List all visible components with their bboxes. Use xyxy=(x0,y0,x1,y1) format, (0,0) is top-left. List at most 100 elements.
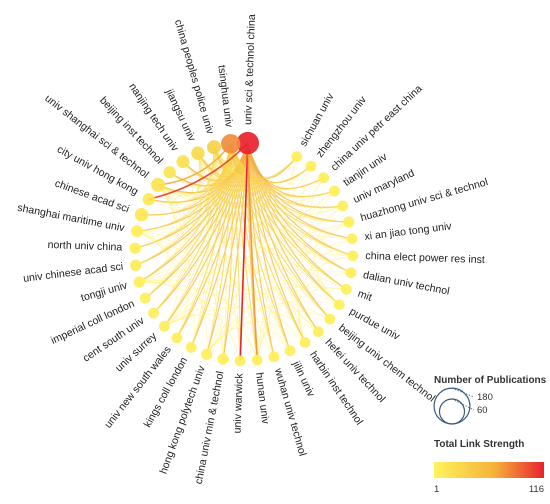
node-city-univ-hong-kong[interactable] xyxy=(142,193,155,206)
node-china-univ-min-technol[interactable] xyxy=(217,353,229,365)
strong-links-layer xyxy=(148,142,259,361)
node-dalian-univ-technol[interactable] xyxy=(345,267,357,279)
node-shanghai-maritime-univ[interactable] xyxy=(131,225,143,238)
link-shanghai-maritime-univ-purdue-univ xyxy=(136,230,340,306)
label-xi-an-jiao-tong-univ: xi an jiao tong univ xyxy=(364,220,453,243)
link-china-peoples-police-univ-univ-warwick xyxy=(213,147,241,361)
link-jiangsu-univ-china-univ-petr-east-china xyxy=(197,152,324,192)
node-harbin-inst-technol[interactable] xyxy=(299,337,311,348)
link-shanghai-maritime-univ-tongji-univ xyxy=(136,230,168,283)
node-univ-sci-technol-china[interactable] xyxy=(236,131,259,155)
node-north-univ-china[interactable] xyxy=(129,242,141,254)
link-hong-kong-polytech-univ-zhengzhou-univ xyxy=(206,165,312,355)
node-beijing-univ-chem-technol[interactable] xyxy=(324,313,336,325)
node-china-elect-power-res-inst[interactable] xyxy=(347,250,359,262)
link-jiangsu-univ-chinese-acad-sci xyxy=(141,153,201,216)
node-kings-coll-london[interactable] xyxy=(185,341,197,353)
node-purdue-univ[interactable] xyxy=(333,299,345,311)
size-legend-value-small: 60 xyxy=(477,405,488,416)
color-legend-title: Total Link Strength xyxy=(434,439,524,450)
link-china-peoples-police-univ-sichuan-univ xyxy=(213,147,298,181)
link-china-peoples-police-univ-china-elect-power-res-inst xyxy=(213,147,353,257)
link-china-peoples-police-univ-beijing-inst-technol xyxy=(169,147,216,188)
link-hong-kong-polytech-univ-univ-maryland xyxy=(206,205,343,355)
link-china-peoples-police-univ-city-univ-hong-kong xyxy=(148,147,215,203)
node-sichuan-univ[interactable] xyxy=(291,151,303,163)
node-xi-an-jiao-tong-univ[interactable] xyxy=(346,233,358,245)
node-wuhan-univ-technol[interactable] xyxy=(268,351,280,363)
link-china-peoples-police-univ-hefei-univ-technol xyxy=(213,147,319,332)
node-univ-surrey[interactable] xyxy=(158,320,170,332)
node-tianjin-univ[interactable] xyxy=(329,185,340,197)
link-tsinghua-univ-china-univ-min-technol xyxy=(222,143,233,360)
link-china-peoples-police-univ-purdue-univ xyxy=(213,147,340,306)
link-hong-kong-polytech-univ-purdue-univ xyxy=(206,300,340,355)
node-imperial-coll-london[interactable] xyxy=(139,292,151,304)
node-chinese-acad-sci[interactable] xyxy=(134,208,149,222)
link-china-peoples-police-univ-kings-coll-london xyxy=(190,147,218,348)
node-hunan-univ[interactable] xyxy=(251,354,263,366)
link-univ-shanghai-sci-technol-city-univ-hong-kong xyxy=(148,184,179,210)
node-univ-chinese-acad-sci[interactable] xyxy=(130,259,142,271)
link-china-peoples-police-univ-mit xyxy=(213,147,347,290)
size-legend-circle-large xyxy=(433,387,471,425)
link-tongji-univ-beijing-univ-chem-technol xyxy=(139,280,331,320)
link-univ-surrey-china-univ-min-technol xyxy=(164,314,224,360)
node-huazhong-univ-sci-technol[interactable] xyxy=(343,216,355,228)
strong-link-univ-sci-technol-china-hunan-univ xyxy=(247,143,259,361)
link-jiangsu-univ-beijing-inst-technol xyxy=(169,153,204,189)
link-china-peoples-police-univ-tongji-univ xyxy=(139,147,215,283)
link-tsinghua-univ-cent-south-univ xyxy=(153,143,232,314)
node-mit[interactable] xyxy=(341,283,352,295)
label-north-univ-china: north univ china xyxy=(47,239,122,254)
node-hefei-univ-technol[interactable] xyxy=(312,326,324,338)
size-legend-circle-small xyxy=(438,398,466,425)
link-purdue-univ-china-elect-power-res-inst xyxy=(317,255,353,306)
link-tsinghua-univ-kings-coll-london xyxy=(190,143,232,348)
link-tsinghua-univ-purdue-univ xyxy=(230,143,340,306)
link-jiangsu-univ-cent-south-univ xyxy=(153,153,202,314)
node-univ-maryland[interactable] xyxy=(337,200,349,212)
link-china-peoples-police-univ-china-univ-min-technol xyxy=(213,147,227,360)
node-cent-south-univ[interactable] xyxy=(148,307,160,319)
node-china-univ-petr-east-china[interactable] xyxy=(318,172,330,184)
node-jilin-univ[interactable] xyxy=(284,345,296,357)
link-tongji-univ-jilin-univ xyxy=(139,281,291,352)
nodes-layer xyxy=(129,131,359,367)
color-legend-gradient-bar xyxy=(434,462,544,478)
link-tsinghua-univ-jilin-univ xyxy=(230,143,291,351)
link-tsinghua-univ-univ-new-south-wales xyxy=(176,143,232,339)
link-shanghai-maritime-univ-hong-kong-polytech-univ xyxy=(136,230,208,355)
link-univ-surrey-univ-new-south-wales xyxy=(164,309,192,339)
node-china-peoples-police-univ[interactable] xyxy=(207,140,221,155)
link-hunan-univ-huazhong-univ-sci-technol xyxy=(256,221,349,361)
link-china-peoples-police-univ-univ-chinese-acad-sci xyxy=(135,147,215,266)
node-univ-shanghai-sci-technol[interactable] xyxy=(151,177,166,192)
link-tsinghua-univ-harbin-inst-technol xyxy=(230,143,306,343)
node-beijing-inst-technol[interactable] xyxy=(163,166,176,179)
link-tsinghua-univ-hefei-univ-technol xyxy=(230,143,319,333)
link-china-peoples-police-univ-north-univ-china xyxy=(135,147,215,249)
node-univ-warwick[interactable] xyxy=(234,355,246,367)
link-tongji-univ-univ-warwick xyxy=(139,281,241,361)
link-tongji-univ-kings-coll-london xyxy=(139,281,195,348)
size-legend-leader-large xyxy=(451,387,475,398)
link-tsinghua-univ-wuhan-univ-technol xyxy=(230,143,275,357)
link-jiangsu-univ-beijing-univ-chem-technol xyxy=(197,153,331,320)
node-univ-new-south-wales[interactable] xyxy=(171,332,183,344)
link-china-peoples-police-univ-hunan-univ xyxy=(213,147,258,361)
link-china-peoples-police-univ-harbin-inst-technol xyxy=(213,147,306,343)
node-nanjing-tech-univ[interactable] xyxy=(176,155,190,169)
node-tsinghua-univ[interactable] xyxy=(221,134,241,154)
node-jiangsu-univ[interactable] xyxy=(191,146,205,160)
node-tongji-univ[interactable] xyxy=(133,276,145,288)
link-jiangsu-univ-univ-chinese-acad-sci xyxy=(135,153,200,266)
link-nanjing-tech-univ-univ-shanghai-sci-technol xyxy=(157,161,193,197)
node-zhengzhou-univ[interactable] xyxy=(305,160,317,172)
node-hong-kong-polytech-univ[interactable] xyxy=(201,348,213,360)
link-univ-surrey-mit xyxy=(164,286,347,327)
link-jiangsu-univ-kings-coll-london xyxy=(190,153,209,348)
label-univ-warwick: univ warwick xyxy=(232,372,246,433)
link-china-peoples-police-univ-beijing-univ-chem-technol xyxy=(213,147,331,320)
